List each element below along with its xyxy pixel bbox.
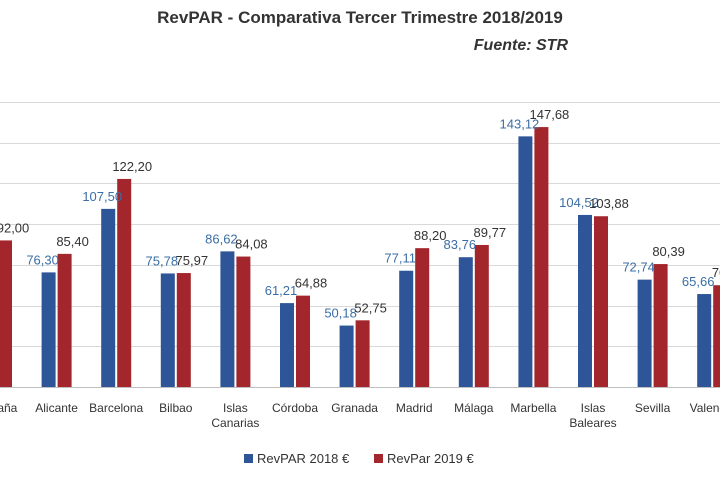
chart-subtitle: Fuente: STR xyxy=(473,37,568,54)
chart-title: RevPAR - Comparativa Tercer Trimestre 20… xyxy=(157,8,563,27)
bar-2019 xyxy=(594,216,608,387)
data-label-2018: 77,11 xyxy=(384,251,416,266)
x-tick-label: Islas xyxy=(581,401,606,415)
data-label-2018: 107,50 xyxy=(82,189,122,204)
bar-2018 xyxy=(578,214,592,387)
bar-2019 xyxy=(713,285,720,387)
x-tick-label: Marbella xyxy=(510,401,556,415)
data-label-2018: 50,18 xyxy=(324,306,357,321)
data-label-2018: 83,76 xyxy=(444,237,477,252)
bar-2019 xyxy=(176,273,191,387)
data-label-2018: 72,74 xyxy=(622,260,655,275)
data-label-2019: 85,40 xyxy=(56,234,89,249)
data-label-2019: 70,00 xyxy=(712,265,720,280)
x-tick-label: Bilbao xyxy=(159,401,193,415)
data-label-2019: 52,75 xyxy=(354,300,387,315)
data-label-2018: 76,30 xyxy=(26,252,59,267)
bar-2019 xyxy=(474,244,489,387)
bar-2018 xyxy=(518,136,533,387)
data-label-2018: 104,52 xyxy=(559,195,599,210)
bar-2018 xyxy=(458,257,473,387)
x-tick-label: Barcelona xyxy=(89,401,143,415)
bar-2019 xyxy=(653,264,668,387)
bar-2018 xyxy=(101,208,116,387)
x-tick-label: Madrid xyxy=(396,401,433,415)
bar-2018 xyxy=(399,270,414,387)
x-tick-label: Sevilla xyxy=(635,401,671,415)
bar-2018 xyxy=(697,294,712,387)
x-tick-label: Granada xyxy=(331,401,378,415)
bar-2019 xyxy=(355,320,370,387)
x-tick-label: Málaga xyxy=(454,401,494,415)
data-label-2018: 143,12 xyxy=(500,116,540,131)
bar-2019 xyxy=(57,253,72,387)
x-tick-label: Córdoba xyxy=(272,401,318,415)
bar-2018 xyxy=(280,303,294,387)
data-label-2019: 122,20 xyxy=(112,159,152,174)
bar-2018 xyxy=(339,325,354,387)
data-label-2018: 61,21 xyxy=(265,283,298,298)
x-tick-label: Islas xyxy=(223,401,248,415)
data-label-2019: 64,88 xyxy=(295,276,328,291)
data-label-2019: 89,77 xyxy=(474,225,507,240)
data-label-2019: 88,20 xyxy=(414,228,447,243)
data-label-2018: 65,66 xyxy=(682,274,715,289)
legend-label-2018: RevPAR 2018 € xyxy=(257,451,350,466)
data-label-2019: 75,97 xyxy=(176,253,209,268)
legend-swatch-2019 xyxy=(374,454,383,463)
legend-swatch-2018 xyxy=(244,454,253,463)
x-tick-label: Canarias xyxy=(211,416,259,430)
data-label-2019: 92,00 xyxy=(0,220,29,235)
bar-2018 xyxy=(160,273,175,387)
data-label-2019: 80,39 xyxy=(652,244,685,259)
data-label-2019: 147,68 xyxy=(530,107,570,122)
data-label-2019: 84,08 xyxy=(235,237,268,252)
data-label-2019: 103,88 xyxy=(589,196,629,211)
bar-2018 xyxy=(41,272,56,387)
bar-2018 xyxy=(637,279,652,387)
data-label-2018: 75,78 xyxy=(146,253,179,268)
legend-label-2019: RevPar 2019 € xyxy=(387,451,474,466)
bar-2019 xyxy=(415,248,430,387)
bar-2018 xyxy=(220,251,235,387)
x-tick-label: Baleares xyxy=(569,416,616,430)
x-tick-label: España xyxy=(0,401,18,415)
data-label-2018: 86,62 xyxy=(205,231,238,246)
bar-2019 xyxy=(0,240,12,387)
x-tick-label: Alicante xyxy=(35,401,78,415)
bar-2019 xyxy=(117,178,132,387)
bar-2019 xyxy=(534,127,549,387)
x-tick-label: Valencia xyxy=(690,401,720,415)
bar-2019 xyxy=(296,295,310,387)
bar-2019 xyxy=(236,256,251,387)
